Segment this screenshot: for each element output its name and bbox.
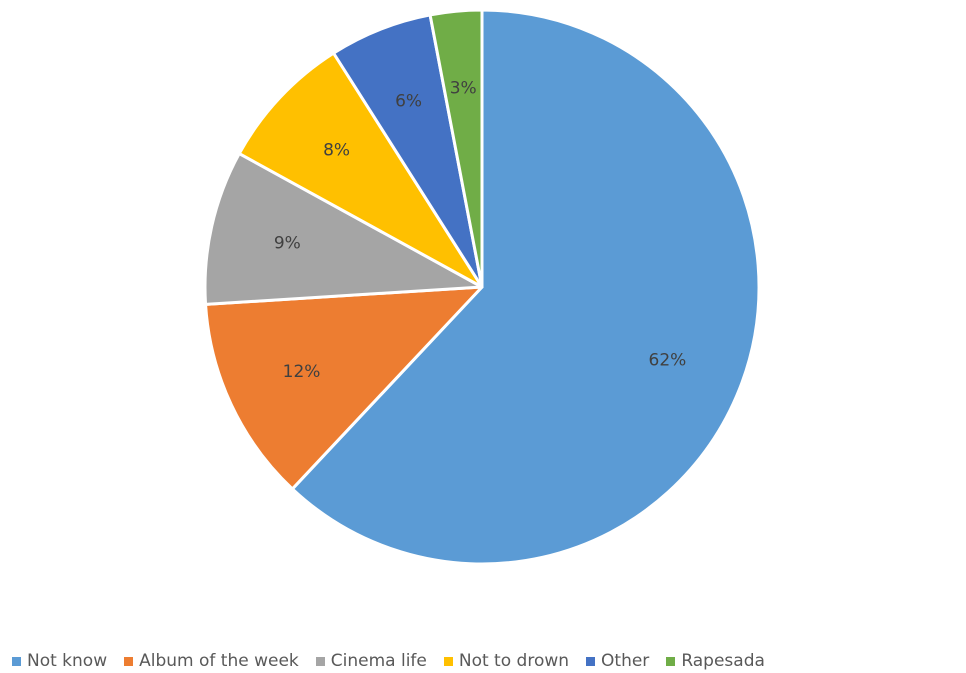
data-label-album-of-the-week: 12% xyxy=(283,362,321,382)
legend-label-rapesada: Rapesada xyxy=(681,651,765,671)
legend-item-not-to-drown: Not to drown xyxy=(443,651,570,671)
legend-swatch-album-of-the-week xyxy=(124,656,134,666)
data-label-rapesada: 3% xyxy=(450,78,477,98)
legend-item-rapesada: Rapesada xyxy=(666,651,765,671)
pie-slice-rapesada xyxy=(428,8,484,289)
pie-slice-not-to-drown xyxy=(237,51,484,289)
legend-swatch-not-to-drown xyxy=(443,656,453,666)
pie-chart-plot: 62% 12% 9% 8% 6% 3% xyxy=(203,8,761,566)
legend-item-other: Other xyxy=(586,651,649,671)
legend-label-not-to-drown: Not to drown xyxy=(458,651,570,671)
legend-label-other: Other xyxy=(601,651,650,671)
data-label-cinema-life: 9% xyxy=(274,233,301,253)
pie-slice-not-know xyxy=(290,8,761,566)
data-label-not-to-drown: 8% xyxy=(323,140,350,160)
legend-item-cinema-life: Cinema life xyxy=(315,651,427,671)
pie-slices xyxy=(203,8,761,566)
legend-item-album-of-the-week: Album of the week xyxy=(124,651,299,671)
pie-slice-cinema-life xyxy=(203,152,484,306)
chart-legend: Not know Album of the week Cinema life Not … xyxy=(12,650,765,672)
legend-swatch-not-know xyxy=(12,656,21,666)
legend-swatch-other xyxy=(586,656,596,666)
pie-slice-album-of-the-week xyxy=(204,285,484,491)
legend-label-not-know: Not know xyxy=(27,651,108,671)
legend-label-cinema-life: Cinema life xyxy=(330,651,427,671)
legend-swatch-cinema-life xyxy=(315,656,325,666)
legend-item-not-know: Not know xyxy=(12,651,107,671)
data-label-other: 6% xyxy=(395,92,422,112)
pie-data-labels: 62% 12% 9% 8% 6% 3% xyxy=(274,78,686,381)
data-label-not-know: 62% xyxy=(649,350,687,370)
legend-label-album-of-the-week: Album of the week xyxy=(139,651,299,671)
legend-swatch-rapesada xyxy=(666,656,676,666)
